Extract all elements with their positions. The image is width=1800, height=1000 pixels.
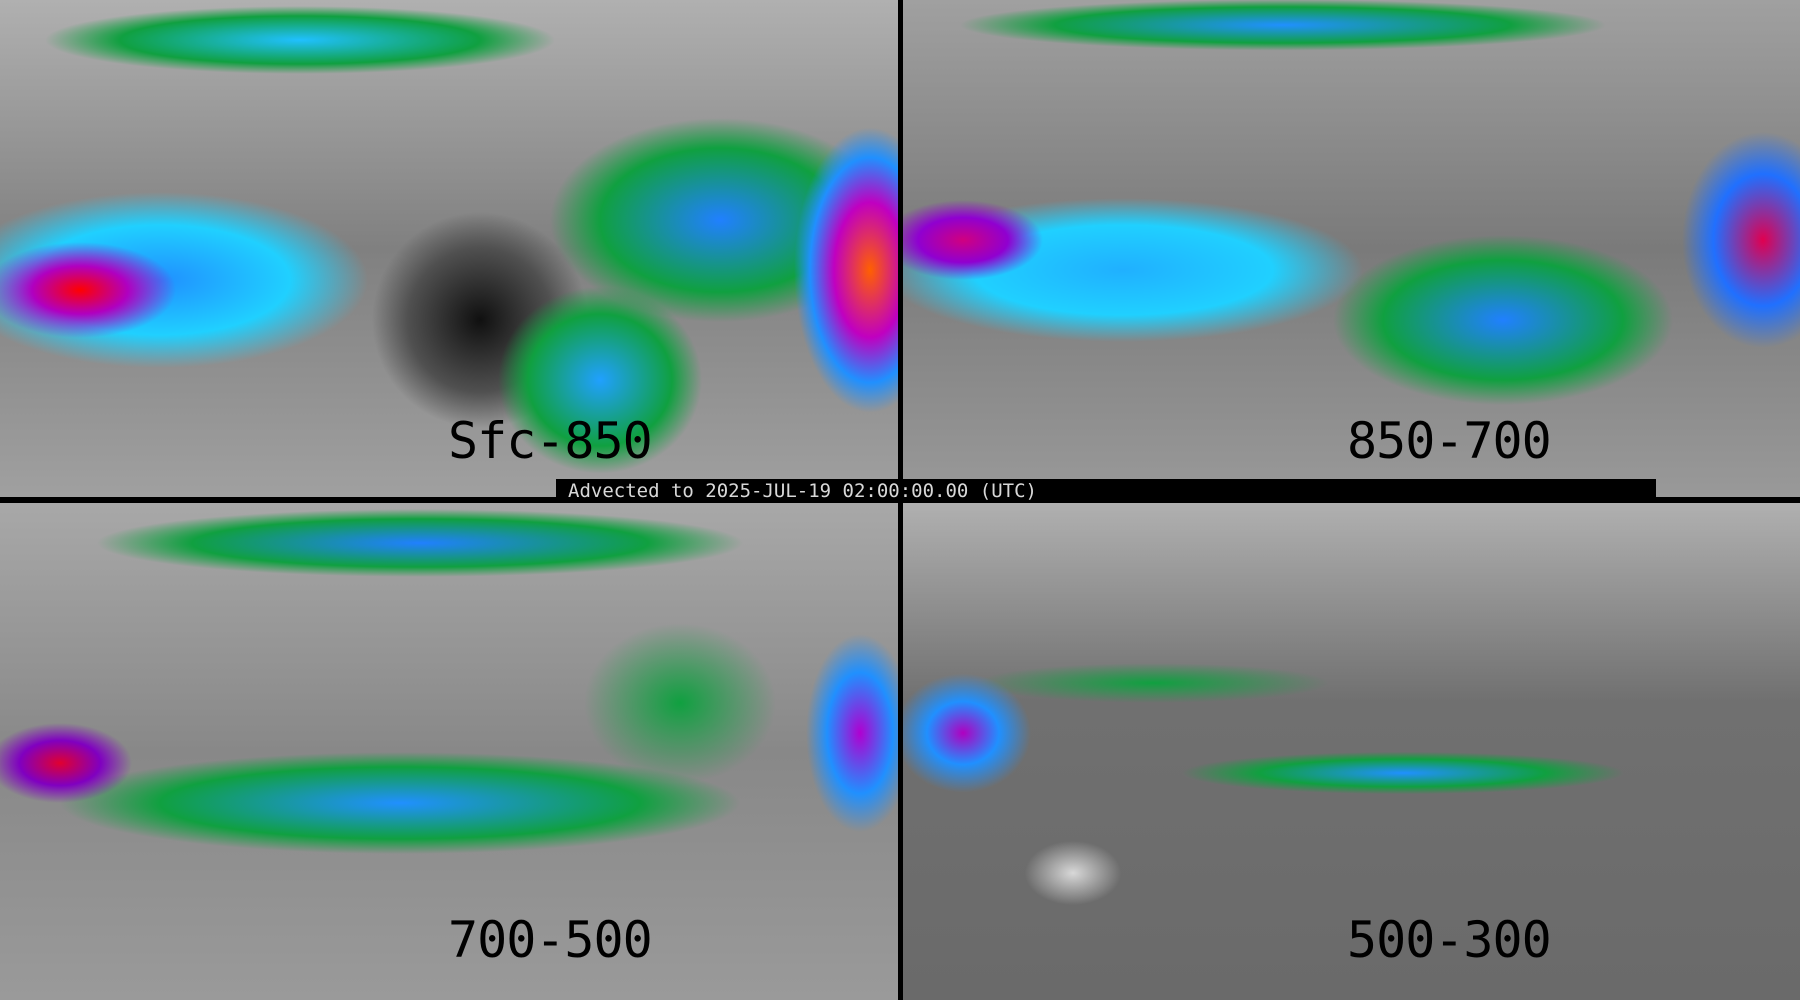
panel-label: Sfc-850: [448, 412, 653, 470]
banner-text: Advected to 2025-JUL-19 02:00:00.00 (UTC…: [568, 480, 1037, 502]
panel-label: 500-300: [1347, 911, 1552, 969]
map-panel-500-300: 500-300: [903, 503, 1800, 1000]
map-panel-700-500: 700-500: [0, 503, 898, 1000]
panel-label: 700-500: [448, 911, 653, 969]
panel-label: 850-700: [1347, 412, 1552, 470]
advection-time-banner: Advected to 2025-JUL-19 02:00:00.00 (UTC…: [556, 479, 1656, 503]
map-panel-850-700: 850-700: [903, 0, 1800, 497]
map-panel-sfc-850: Sfc-850: [0, 0, 898, 497]
